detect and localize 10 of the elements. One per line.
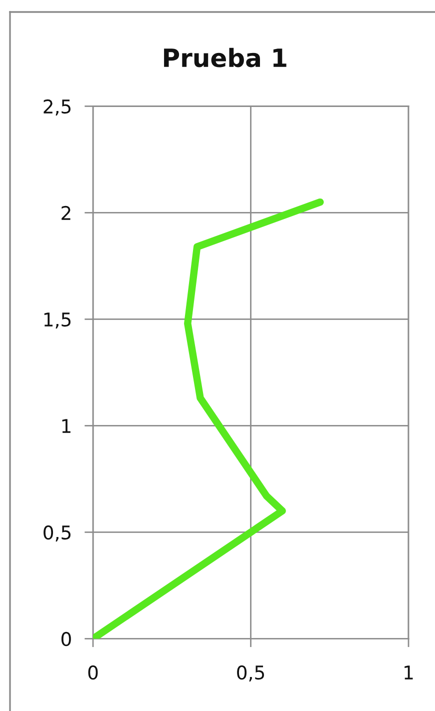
x-tick-label: 0 bbox=[88, 665, 98, 680]
x-tick-label: 0,5 bbox=[237, 665, 264, 682]
y-tick-label: 2,5 bbox=[44, 99, 71, 116]
y-tick-label: 0,5 bbox=[44, 525, 71, 542]
x-tick-label: 1 bbox=[404, 666, 413, 680]
y-tick-label: 1,5 bbox=[44, 312, 71, 329]
y-tick-label: 2 bbox=[62, 206, 70, 220]
chart-title: Prueba 1 bbox=[164, 48, 286, 68]
y-tick-label: 0 bbox=[61, 632, 71, 646]
y-tick-label: 1 bbox=[62, 419, 70, 433]
